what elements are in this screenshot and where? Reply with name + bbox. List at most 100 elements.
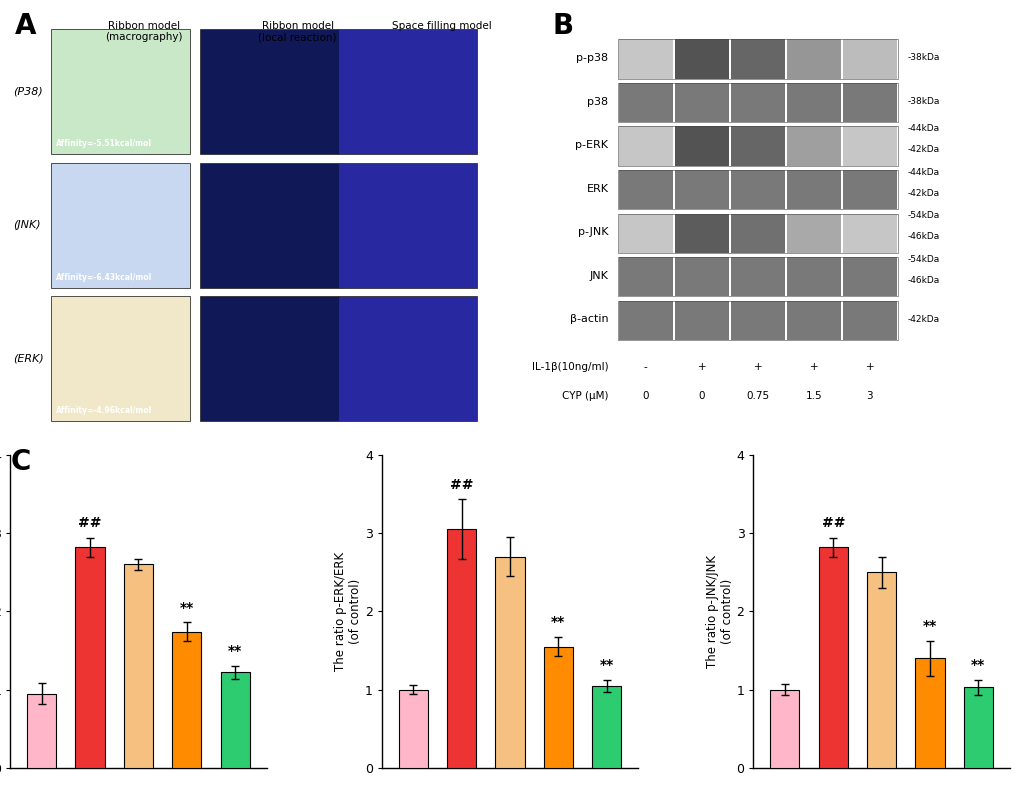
FancyBboxPatch shape (51, 296, 190, 422)
FancyBboxPatch shape (619, 214, 673, 253)
FancyBboxPatch shape (842, 257, 896, 297)
Text: -44kDa: -44kDa (906, 124, 938, 133)
Text: -42kDa: -42kDa (906, 314, 938, 324)
Bar (818, 547, 847, 768)
FancyBboxPatch shape (675, 126, 729, 166)
FancyBboxPatch shape (786, 39, 840, 78)
Bar (446, 529, 476, 768)
FancyBboxPatch shape (730, 170, 784, 210)
Text: Ribbon model
(macrography): Ribbon model (macrography) (105, 21, 182, 42)
FancyBboxPatch shape (619, 170, 673, 210)
Text: ERK: ERK (586, 184, 608, 194)
Bar (398, 690, 427, 768)
FancyBboxPatch shape (842, 83, 896, 122)
FancyBboxPatch shape (675, 83, 729, 122)
FancyBboxPatch shape (338, 296, 477, 422)
FancyBboxPatch shape (675, 301, 729, 340)
Text: Affinity=-5.51kcal/mol: Affinity=-5.51kcal/mol (56, 139, 152, 148)
Text: Affinity=-4.96kcal/mol: Affinity=-4.96kcal/mol (56, 406, 153, 415)
FancyBboxPatch shape (730, 126, 784, 166)
Text: IL-1β(10ng/ml): IL-1β(10ng/ml) (531, 362, 608, 372)
Bar (769, 690, 799, 768)
FancyBboxPatch shape (786, 301, 840, 340)
FancyBboxPatch shape (786, 83, 840, 122)
Text: (JNK): (JNK) (13, 220, 41, 230)
FancyBboxPatch shape (842, 170, 896, 210)
FancyBboxPatch shape (730, 39, 784, 78)
Text: -54kDa: -54kDa (906, 211, 938, 220)
FancyBboxPatch shape (51, 162, 190, 288)
FancyBboxPatch shape (842, 126, 896, 166)
Text: B: B (552, 12, 573, 40)
FancyBboxPatch shape (200, 29, 338, 154)
Text: -44kDa: -44kDa (906, 167, 938, 177)
FancyBboxPatch shape (200, 162, 338, 288)
Text: **: ** (179, 601, 194, 614)
Text: **: ** (550, 615, 565, 630)
FancyBboxPatch shape (786, 126, 840, 166)
FancyBboxPatch shape (619, 301, 673, 340)
FancyBboxPatch shape (730, 257, 784, 297)
Bar (543, 646, 573, 768)
FancyBboxPatch shape (786, 170, 840, 210)
Bar (495, 557, 524, 768)
FancyBboxPatch shape (338, 29, 477, 154)
Text: p-JNK: p-JNK (578, 227, 608, 237)
Bar (963, 687, 991, 768)
Text: -38kDa: -38kDa (906, 97, 938, 106)
FancyBboxPatch shape (842, 214, 896, 253)
Text: ##: ## (78, 516, 102, 530)
Text: -42kDa: -42kDa (906, 189, 938, 198)
Text: -: - (643, 362, 647, 372)
Text: JNK: JNK (589, 270, 608, 281)
Y-axis label: The ratio p-JNK/JNK
(of control): The ratio p-JNK/JNK (of control) (705, 555, 733, 668)
FancyBboxPatch shape (675, 214, 729, 253)
Text: β-actin: β-actin (570, 314, 608, 324)
FancyBboxPatch shape (842, 301, 896, 340)
Text: A: A (15, 12, 37, 40)
Text: Affinity=-6.43kcal/mol: Affinity=-6.43kcal/mol (56, 273, 153, 282)
FancyBboxPatch shape (619, 39, 673, 78)
FancyBboxPatch shape (619, 83, 673, 122)
Text: 1.5: 1.5 (805, 391, 821, 402)
Text: ##: ## (820, 516, 844, 530)
FancyBboxPatch shape (786, 257, 840, 297)
FancyBboxPatch shape (51, 29, 190, 154)
FancyBboxPatch shape (842, 39, 896, 78)
Text: -46kDa: -46kDa (906, 232, 938, 242)
Text: +: + (753, 362, 761, 372)
Text: 3: 3 (865, 391, 872, 402)
FancyBboxPatch shape (338, 162, 477, 288)
FancyBboxPatch shape (619, 126, 673, 166)
FancyBboxPatch shape (200, 296, 338, 422)
Bar (592, 686, 621, 768)
Text: **: ** (922, 619, 936, 634)
Text: +: + (697, 362, 705, 372)
Bar (915, 658, 944, 768)
Text: -54kDa: -54kDa (906, 254, 938, 264)
Text: C: C (10, 448, 31, 476)
Text: -46kDa: -46kDa (906, 276, 938, 285)
Text: (P38): (P38) (13, 86, 43, 97)
Text: 0.75: 0.75 (746, 391, 768, 402)
Text: ##: ## (449, 478, 473, 492)
FancyBboxPatch shape (675, 39, 729, 78)
FancyBboxPatch shape (730, 301, 784, 340)
FancyBboxPatch shape (675, 170, 729, 210)
Bar (75, 547, 104, 768)
Bar (28, 694, 56, 768)
Text: **: ** (227, 644, 242, 658)
Text: **: ** (970, 658, 984, 672)
Text: p-ERK: p-ERK (575, 140, 608, 150)
Text: +: + (809, 362, 817, 372)
Y-axis label: The ratio p-ERK/ERK
(of control): The ratio p-ERK/ERK (of control) (333, 552, 362, 671)
Text: 0: 0 (642, 391, 648, 402)
Text: **: ** (599, 658, 613, 672)
Text: -42kDa: -42kDa (906, 145, 938, 154)
Text: -38kDa: -38kDa (906, 54, 938, 62)
Text: CYP (μM): CYP (μM) (561, 391, 608, 402)
FancyBboxPatch shape (730, 214, 784, 253)
Text: (ERK): (ERK) (13, 354, 44, 364)
FancyBboxPatch shape (730, 83, 784, 122)
Bar (866, 572, 896, 768)
